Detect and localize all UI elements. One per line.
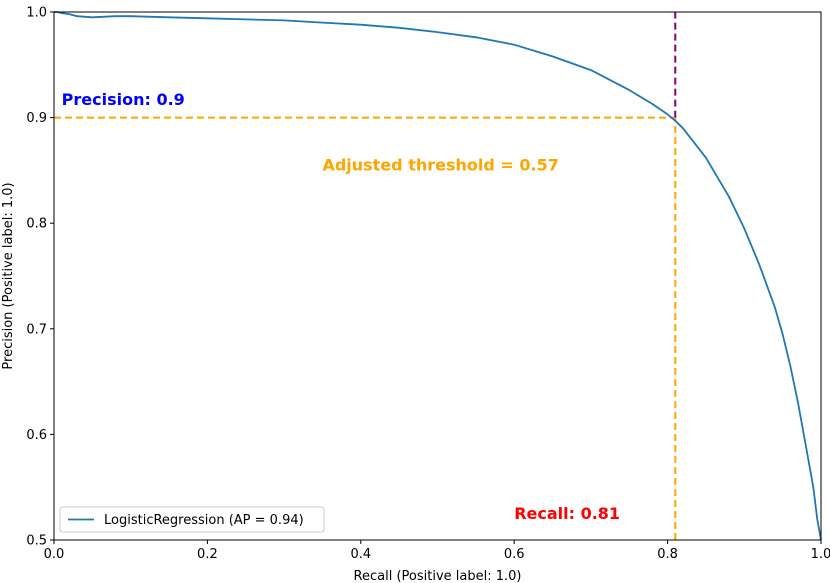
x-tick-label: 0.0 [44, 547, 65, 562]
x-tick-label: 1.0 [811, 547, 830, 562]
series-line-0 [54, 11, 822, 541]
y-tick-label: 0.9 [26, 111, 47, 126]
plot-area [54, 12, 821, 540]
y-tick-label: 0.5 [26, 534, 47, 549]
x-tick-label: 0.8 [657, 547, 678, 562]
y-tick-label: 0.8 [26, 217, 47, 232]
series-layer [54, 11, 822, 541]
legend-entry: LogisticRegression (AP = 0.94) [104, 513, 304, 528]
y-axis-ticks: 0.5 0.6 0.7 0.8 0.9 1.0 [26, 6, 54, 549]
y-tick-label: 0.7 [26, 322, 47, 337]
axes-frame [53, 11, 822, 541]
y-tick-label: 0.6 [26, 428, 47, 443]
threshold-annotation: Adjusted threshold = 0.57 [322, 155, 558, 174]
axes-spines [53, 11, 822, 541]
recall-annotation: Recall: 0.81 [514, 504, 620, 523]
legend-box [59, 506, 325, 533]
plot-background [54, 12, 821, 540]
x-tick-label: 0.6 [504, 547, 525, 562]
reference-lines [54, 12, 677, 540]
y-tick-label: 1.0 [26, 6, 47, 21]
precision-annotation: Precision: 0.9 [62, 90, 185, 109]
x-axis-ticks: 0.0 0.2 0.4 0.6 0.8 1.0 [44, 540, 830, 562]
annotations: Precision: 0.9 Adjusted threshold = 0.57… [62, 90, 620, 523]
x-axis-label: Recall (Positive label: 1.0) [354, 569, 522, 583]
x-tick-label: 0.2 [197, 547, 218, 562]
x-tick-label: 0.4 [350, 547, 371, 562]
legend: LogisticRegression (AP = 0.94) [59, 506, 325, 533]
y-axis-label: Precision (Positive label: 1.0) [1, 182, 16, 369]
